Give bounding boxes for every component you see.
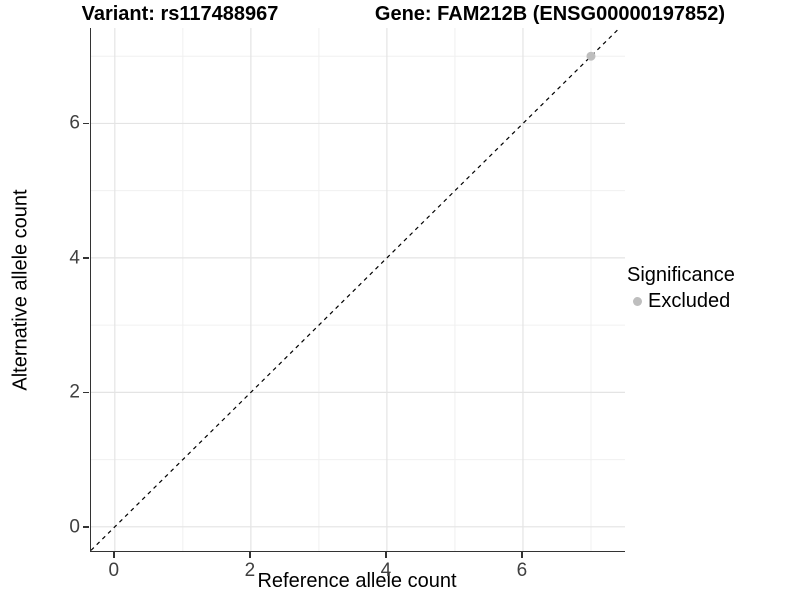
y-axis-tick	[83, 122, 89, 125]
data-point	[586, 51, 596, 61]
y-axis-tick-label: 6	[69, 112, 80, 134]
y-axis-title: Alternative allele count	[9, 189, 32, 391]
x-axis-tick	[521, 552, 523, 558]
x-axis-tick	[113, 552, 115, 558]
y-axis-tick-label: 0	[69, 516, 80, 538]
x-axis-tick-label: 0	[108, 560, 120, 581]
legend: Significance Excluded	[627, 264, 735, 313]
x-axis-title: Reference allele count	[257, 570, 457, 592]
legend-item: Excluded	[627, 290, 735, 313]
y-axis-tick-label: 2	[69, 381, 80, 403]
x-axis-tick-label: 2	[244, 560, 256, 581]
y-axis-tick	[83, 526, 89, 528]
plot-area-svg	[91, 28, 625, 551]
y-axis-tick-label: 4	[69, 247, 80, 269]
x-axis-tick	[249, 552, 251, 558]
identity-line	[91, 28, 620, 551]
legend-item-label: Excluded	[648, 290, 731, 312]
legend-key-dot-icon	[633, 297, 642, 306]
plot-title-gene: Gene: FAM212B (ENSG00000197852)	[374, 3, 726, 25]
y-axis-tick	[83, 257, 89, 259]
legend-title: Significance	[627, 264, 735, 286]
y-axis-tick	[83, 391, 89, 394]
x-axis-tick	[385, 552, 387, 558]
plot-title-variant: Variant: rs117488967	[81, 3, 279, 25]
x-axis-tick-label: 4	[380, 560, 392, 581]
plot-panel	[90, 28, 625, 552]
x-axis-tick-label: 6	[516, 560, 528, 581]
